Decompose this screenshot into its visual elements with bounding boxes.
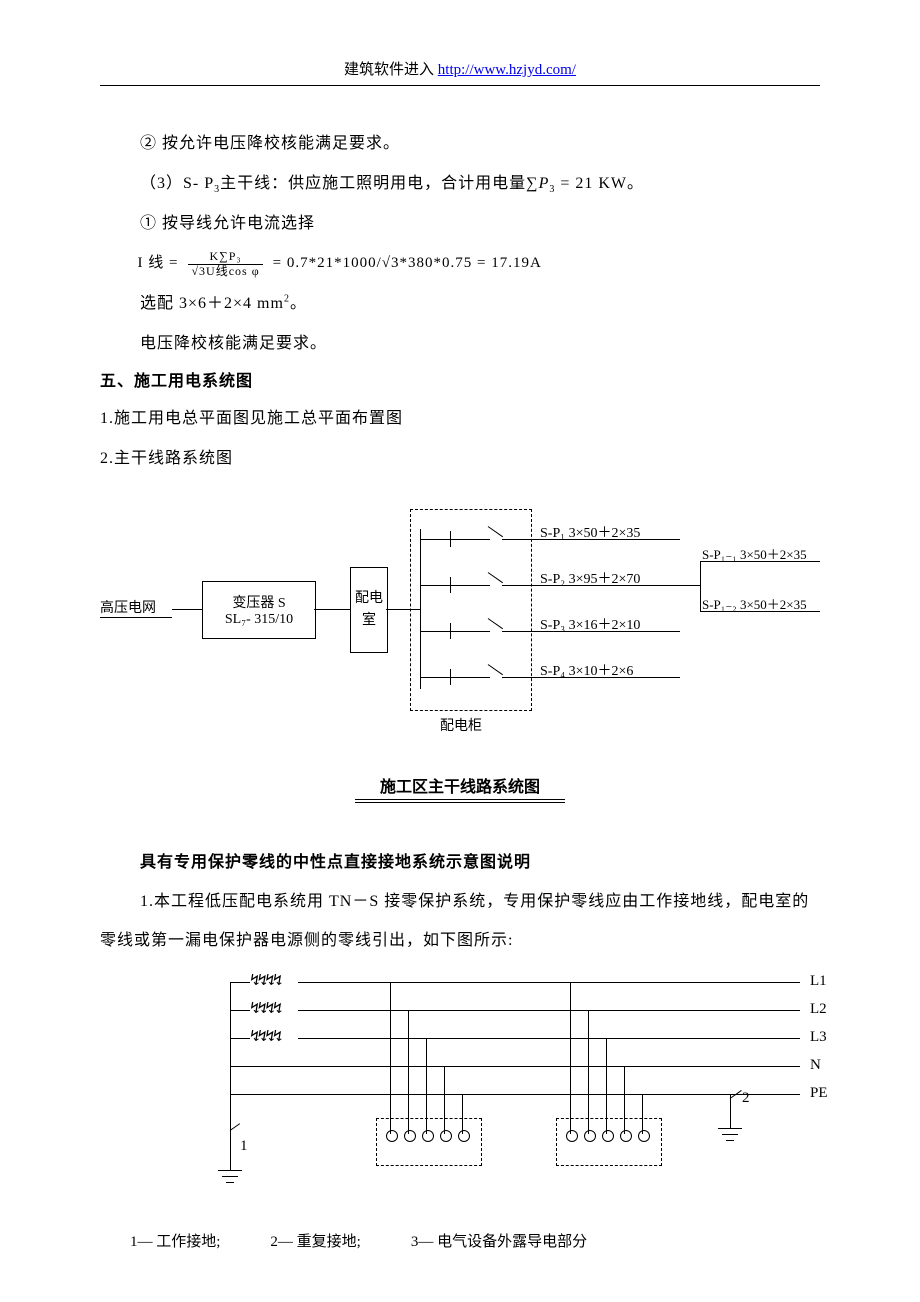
g2-dashbox xyxy=(556,1118,662,1166)
tap2-h2 xyxy=(450,585,482,586)
pe-line xyxy=(230,1094,800,1095)
formula-lhs: I 线 = xyxy=(138,245,179,283)
tap3-h2 xyxy=(450,631,482,632)
wire-grid-trans xyxy=(172,609,202,610)
switch-4 xyxy=(482,666,506,678)
branch-v xyxy=(700,561,701,611)
switch-1 xyxy=(482,528,506,540)
g1-terminals xyxy=(386,1130,470,1142)
l3-left xyxy=(230,1038,250,1039)
para2: 1.本工程低压配电系统用 TN－S 接零保护系统，专用保护零线应由工作接地线，配… xyxy=(100,883,820,960)
label-n: N xyxy=(810,1057,821,1074)
gnd2-drop xyxy=(730,1094,731,1128)
s5-1: 1.施工用电总平面图见施工总平面布置图 xyxy=(100,399,820,439)
section-5-title: 五、施工用电系统图 xyxy=(100,364,820,399)
tap4-h xyxy=(420,677,450,678)
branch-1-label: S-P₁₋₁ 3×50＋2×35 xyxy=(702,544,807,563)
g1-dashbox xyxy=(376,1118,482,1166)
page-header: 建筑软件进入 http://www.hzjyd.com/ xyxy=(100,58,820,86)
l3-line xyxy=(298,1038,800,1039)
d1-caption-wrap: 施工区主干线路系统图 xyxy=(355,773,565,803)
p2-a: （3）S- P xyxy=(140,175,214,192)
d1-caption: 施工区主干线路系统图 xyxy=(355,773,565,803)
para-6: 电压降校核能满足要求。 xyxy=(100,324,820,364)
p5-b: 。 xyxy=(290,295,307,312)
line-1-label: S-P₁ 3×50＋2×35 xyxy=(540,522,640,542)
l2-line xyxy=(298,1010,800,1011)
body: ② 按允许电压降校核能满足要求。 （3）S- P3主干线：供应施工照明用电，合计… xyxy=(100,124,820,479)
g1-v2 xyxy=(408,1010,409,1134)
cabinet-label: 配电柜 xyxy=(440,715,482,735)
label-pe: PE xyxy=(810,1085,828,1102)
label-l2: L2 xyxy=(810,1001,827,1018)
gnd1-num: 1 xyxy=(240,1138,248,1155)
branch-2-label: S-P₁₋₂ 3×50＋2×35 xyxy=(702,594,807,613)
g2-terminals xyxy=(566,1130,650,1142)
sub-title: 具有专用保护零线的中性点直接接地系统示意图说明 xyxy=(100,843,820,883)
n-line xyxy=(230,1066,800,1067)
grid-underline xyxy=(100,617,172,618)
header-link[interactable]: http://www.hzjyd.com/ xyxy=(438,62,576,78)
legend-1: 1— 工作接地; xyxy=(130,1230,220,1251)
switch-2 xyxy=(482,574,506,586)
trans-line2: SL₇- 315/10 xyxy=(225,612,293,628)
line-2-label: S-P₂ 3×95＋2×70 xyxy=(540,568,640,588)
g2-v2 xyxy=(588,1010,589,1134)
left-bus xyxy=(230,982,231,1130)
l1-left xyxy=(230,982,250,983)
para-2: （3）S- P3主干线：供应施工照明用电，合计用电量∑P3 = 21 KW。 xyxy=(100,164,820,204)
tn-s-diagram: ↯↯↯↯ ↯↯↯↯ ↯↯↯↯ L1 L2 L3 N PE xyxy=(130,970,850,1220)
l1-line xyxy=(298,982,800,983)
formula-line: I 线 = K∑P₃ √3U线cos φ = 0.7*21*1000/√3*38… xyxy=(138,244,821,284)
label-l3: L3 xyxy=(810,1029,827,1046)
label-l1: L1 xyxy=(810,973,827,990)
switch-3 xyxy=(482,620,506,632)
page: 建筑软件进入 http://www.hzjyd.com/ ② 按允许电压降校核能… xyxy=(0,0,920,1302)
tap4-h2 xyxy=(450,677,482,678)
dist-room-box: 配电室 xyxy=(350,567,388,653)
formula-den: √3U线cos φ xyxy=(188,265,262,278)
p2-c: = 21 KW。 xyxy=(555,175,644,192)
line-4-label: S-P₄ 3×10＋2×6 xyxy=(540,660,633,680)
d2-legend: 1— 工作接地; 2— 重复接地; 3— 电气设备外露导电部分 xyxy=(130,1230,820,1251)
grid-label: 高压电网 xyxy=(100,597,156,617)
gnd2-num: 2 xyxy=(742,1090,750,1107)
l2-left xyxy=(230,1010,250,1011)
header-prefix: 建筑软件进入 xyxy=(344,62,438,78)
legend-3: 3— 电气设备外露导电部分 xyxy=(411,1230,587,1251)
p5-a: 选配 3×6＋2×4 mm xyxy=(140,295,284,312)
tap1-h xyxy=(420,539,450,540)
src-l3: ↯↯↯↯ xyxy=(250,1026,281,1045)
subsection: 具有专用保护零线的中性点直接接地系统示意图说明 1.本工程低压配电系统用 TN－… xyxy=(100,843,820,960)
s5-2: 2.主干线路系统图 xyxy=(100,439,820,479)
trans-line1: 变压器 S xyxy=(232,592,285,612)
bus-vertical xyxy=(420,529,421,689)
gnd1-flag xyxy=(230,1123,240,1131)
src-l2: ↯↯↯↯ xyxy=(250,998,281,1017)
src-l1: ↯↯↯↯ xyxy=(250,970,281,989)
para-5: 选配 3×6＋2×4 mm2。 xyxy=(100,284,820,324)
line-3-label: S-P₃ 3×16＋2×10 xyxy=(540,614,640,634)
para-3: ① 按导线允许电流选择 xyxy=(100,204,820,244)
legend-2: 2— 重复接地; xyxy=(270,1230,360,1251)
wire-trans-room xyxy=(314,609,350,610)
formula-num: K∑P₃ xyxy=(188,250,262,264)
tap3-h xyxy=(420,631,450,632)
tap2-h xyxy=(420,585,450,586)
formula-frac: K∑P₃ √3U线cos φ xyxy=(188,250,262,277)
main-line-diagram: 高压电网 变压器 S SL₇- 315/10 配电室 配电柜 S-P₁ 3×50… xyxy=(100,489,820,769)
tap1-h2 xyxy=(450,539,482,540)
formula-rhs: = 0.7*21*1000/√3*380*0.75 = 17.19A xyxy=(273,245,542,283)
p2-var: P xyxy=(539,175,550,192)
p2-b: 主干线：供应施工照明用电，合计用电量∑ xyxy=(220,175,538,192)
g1-v1 xyxy=(390,982,391,1134)
transformer-box: 变压器 S SL₇- 315/10 xyxy=(202,581,316,639)
para-1: ② 按允许电压降校核能满足要求。 xyxy=(100,124,820,164)
g2-v1 xyxy=(570,982,571,1134)
